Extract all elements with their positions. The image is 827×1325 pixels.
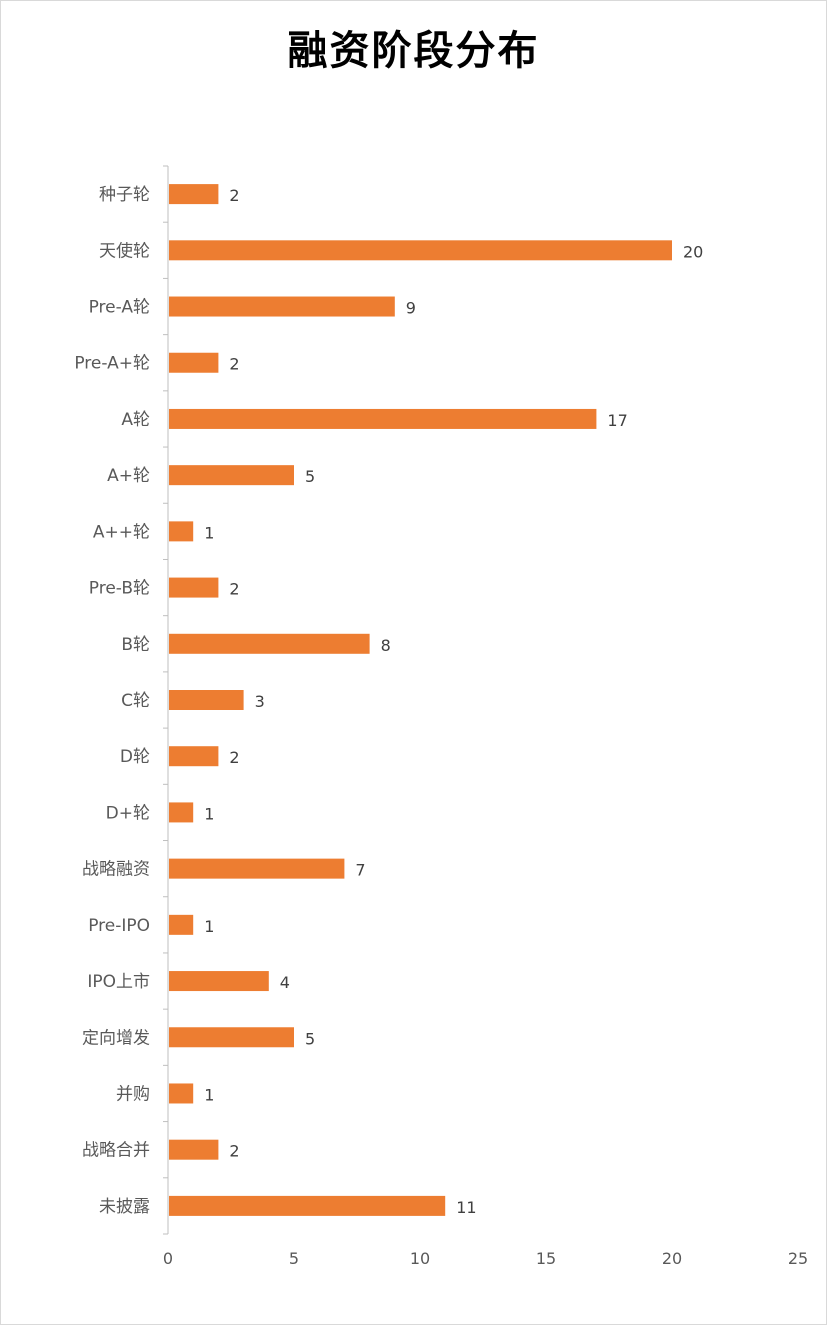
data-label: 1 xyxy=(204,804,214,823)
x-tick-label: 0 xyxy=(163,1249,173,1268)
x-tick-label: 10 xyxy=(410,1249,430,1268)
data-label: 2 xyxy=(229,186,239,205)
data-label: 5 xyxy=(305,1029,315,1048)
x-tick-label: 25 xyxy=(788,1249,808,1268)
bar xyxy=(169,296,395,317)
bar xyxy=(169,521,194,542)
bar xyxy=(169,858,345,879)
data-label: 17 xyxy=(607,411,627,430)
bar xyxy=(169,1195,446,1216)
bar xyxy=(169,240,672,261)
chart-title: 融资阶段分布 xyxy=(287,27,540,74)
category-label: A+轮 xyxy=(107,466,150,486)
data-label: 3 xyxy=(255,692,265,711)
bar xyxy=(169,1083,194,1104)
category-label: 并购 xyxy=(116,1084,150,1104)
category-label: IPO上市 xyxy=(87,972,150,992)
data-label: 2 xyxy=(229,748,239,767)
x-tick-label: 5 xyxy=(289,1249,299,1268)
category-label: 定向增发 xyxy=(82,1028,150,1048)
category-label: 战略合并 xyxy=(82,1141,150,1161)
category-label: Pre-A+轮 xyxy=(74,354,150,374)
bar xyxy=(169,408,597,429)
category-label: C轮 xyxy=(121,691,150,711)
data-label: 7 xyxy=(355,861,365,880)
data-label: 2 xyxy=(229,1142,239,1161)
category-label: A++轮 xyxy=(93,522,150,542)
bar xyxy=(169,184,219,205)
category-label: Pre-IPO xyxy=(88,916,150,936)
category-label: D轮 xyxy=(120,747,150,767)
data-label: 5 xyxy=(305,467,315,486)
category-label: Pre-B轮 xyxy=(89,579,150,599)
bar xyxy=(169,971,269,992)
data-label: 1 xyxy=(204,917,214,936)
bar xyxy=(169,633,370,654)
bar xyxy=(169,352,219,373)
x-tick-label: 15 xyxy=(536,1249,556,1268)
category-label: Pre-A轮 xyxy=(89,298,150,318)
data-label: 1 xyxy=(204,523,214,542)
data-label: 8 xyxy=(381,636,391,655)
data-label: 11 xyxy=(456,1198,476,1217)
bar xyxy=(169,1027,294,1048)
x-tick-label: 20 xyxy=(662,1249,682,1268)
category-label: B轮 xyxy=(121,635,150,655)
data-label: 9 xyxy=(406,299,416,318)
bar xyxy=(169,914,194,935)
category-label: A轮 xyxy=(121,410,150,430)
category-label: 种子轮 xyxy=(99,185,150,205)
bar xyxy=(169,802,194,823)
data-label: 4 xyxy=(280,973,290,992)
bar xyxy=(169,577,219,598)
data-label: 2 xyxy=(229,355,239,374)
data-label: 20 xyxy=(683,242,703,261)
category-label: 天使轮 xyxy=(99,240,150,261)
category-label: 战略融资 xyxy=(82,860,150,880)
category-label: D+轮 xyxy=(106,803,150,823)
data-label: 1 xyxy=(204,1085,214,1104)
bar xyxy=(169,690,244,710)
data-label: 2 xyxy=(229,580,239,599)
category-label: 未披露 xyxy=(99,1197,150,1217)
bar xyxy=(169,746,219,767)
bar xyxy=(169,465,294,486)
bar xyxy=(169,1139,219,1160)
